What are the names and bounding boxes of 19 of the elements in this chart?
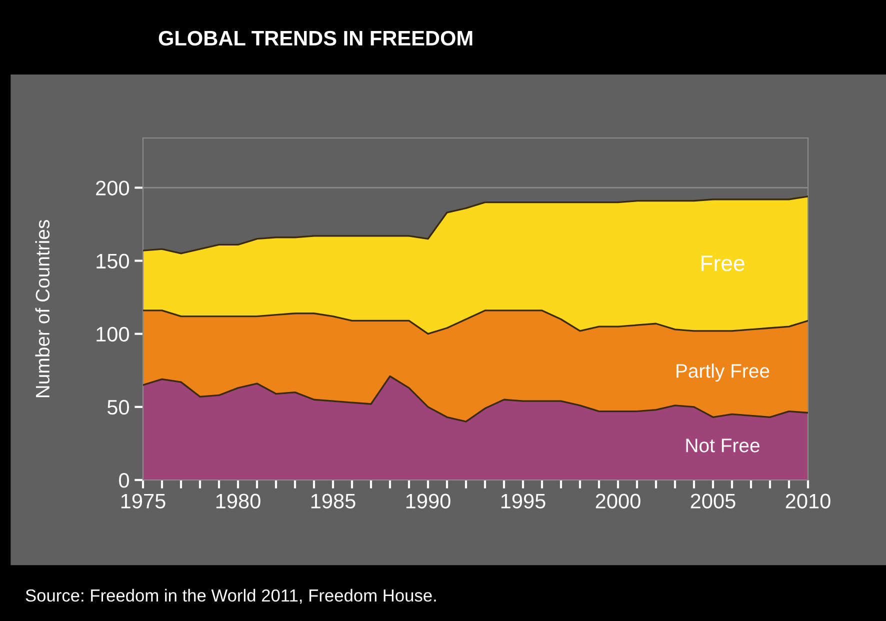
y-tick-label: 100 [96, 326, 129, 342]
x-tick-label: 2010 [786, 494, 830, 508]
x-tick-label: 1980 [216, 494, 260, 508]
x-tick-label: 2000 [596, 494, 640, 508]
x-tick-label: 1990 [406, 494, 450, 508]
x-tick-label: 1975 [121, 494, 166, 508]
x-tick-label: 1985 [311, 494, 356, 508]
series-label: Free [701, 256, 744, 272]
y-axis-title: Number of Countries [35, 220, 50, 398]
x-tick-label: 1995 [501, 494, 546, 508]
chart-title: GLOBAL TRENDS IN FREEDOM [158, 30, 472, 46]
source-note: Source: Freedom in the World 2011, Freedom House. [26, 588, 436, 604]
y-tick-label: 0 [119, 473, 129, 488]
series-label: Partly Free [676, 364, 770, 382]
x-tick-label: 2005 [690, 494, 736, 508]
series-label: Not Free [686, 438, 760, 452]
y-tick-label: 150 [96, 254, 129, 269]
y-tick-label: 200 [96, 180, 129, 196]
y-tick-label: 50 [107, 400, 129, 415]
